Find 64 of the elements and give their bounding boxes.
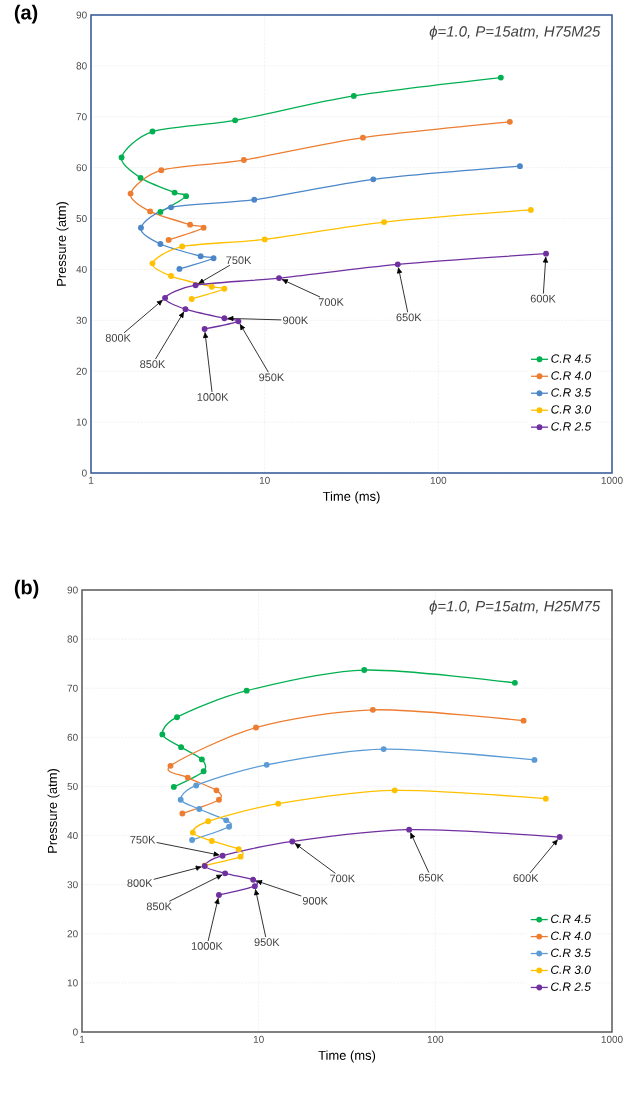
x-tick-label: 1000	[601, 476, 623, 484]
y-tick-label: 60	[76, 164, 87, 172]
annotation: 900K	[283, 316, 309, 325]
y-tick-label: 40	[67, 832, 78, 840]
y-tick-label: 10	[76, 418, 87, 426]
x-axis-title: Time (ms)	[322, 491, 380, 504]
annotation: 800K	[105, 334, 131, 342]
legend-label: C.R 4.0	[551, 931, 591, 941]
x-tick-label: 1000	[601, 1035, 623, 1043]
annotation: 900K	[302, 896, 328, 905]
annotation: 650K	[418, 873, 444, 882]
x-tick-label: 10	[253, 1035, 264, 1043]
legend-label: C.R 3.5	[551, 388, 592, 397]
annotation: 750K	[130, 835, 156, 844]
annotation: 1000K	[197, 393, 229, 401]
y-tick-label: 30	[67, 881, 78, 889]
legend-label: C.R 2.5	[551, 422, 592, 431]
annotation: 700K	[330, 874, 355, 883]
y-axis-title: Pressure (atm)	[56, 201, 69, 286]
y-tick-label: 50	[67, 782, 78, 790]
chart-title: (b)	[14, 579, 39, 599]
annotation: 600K	[513, 874, 539, 882]
y-tick-label: 90	[67, 586, 78, 594]
chart-title: (a)	[14, 4, 38, 24]
y-tick-label: 20	[67, 930, 78, 938]
y-tick-label: 10	[67, 979, 78, 987]
y-tick-label: 80	[67, 635, 78, 643]
y-tick-label: 60	[67, 733, 78, 741]
legend-label: C.R 4.0	[551, 371, 592, 380]
y-tick-label: 0	[82, 469, 87, 477]
y-tick-label: 70	[67, 684, 78, 692]
annotation: 1000K	[191, 942, 223, 950]
annotation: 850K	[140, 360, 166, 369]
annotation: ϕ=1.0, P=15atm, H75M25	[429, 25, 601, 40]
annotation: 600K	[530, 294, 556, 303]
x-tick-label: 1	[80, 1035, 85, 1043]
x-tick-label: 1	[89, 476, 94, 484]
legend-label: C.R 3.0	[551, 965, 591, 974]
annotation: 700K	[318, 298, 344, 306]
x-tick-label: 10	[259, 476, 270, 484]
y-axis-title: Pressure (atm)	[47, 768, 60, 853]
x-tick-label: 100	[427, 1035, 444, 1043]
y-tick-label: 90	[76, 11, 87, 19]
annotation: 800K	[127, 879, 153, 887]
legend-label: C.R 4.5	[551, 914, 591, 924]
legend-label: C.R 4.5	[551, 354, 592, 363]
legend-label: C.R 3.5	[551, 948, 591, 957]
annotation: 950K	[259, 373, 285, 382]
legend-label: C.R 3.0	[551, 405, 592, 414]
y-tick-label: 40	[76, 265, 87, 273]
y-tick-label: 70	[76, 113, 87, 121]
annotation: ϕ=1.0, P=15atm, H25M75	[429, 600, 601, 615]
y-tick-label: 20	[76, 367, 87, 375]
y-tick-label: 50	[76, 215, 87, 223]
annotation: 650K	[396, 313, 422, 322]
x-tick-label: 100	[430, 476, 447, 484]
annotation: 750K	[226, 256, 252, 265]
y-tick-label: 80	[76, 62, 87, 70]
x-axis-title: Time (ms)	[318, 1050, 376, 1063]
legend-label: C.R 2.5	[551, 982, 591, 991]
y-tick-label: 0	[73, 1028, 78, 1036]
annotation: 850K	[146, 902, 172, 911]
y-tick-label: 30	[76, 316, 87, 324]
annotation: 950K	[254, 938, 280, 947]
